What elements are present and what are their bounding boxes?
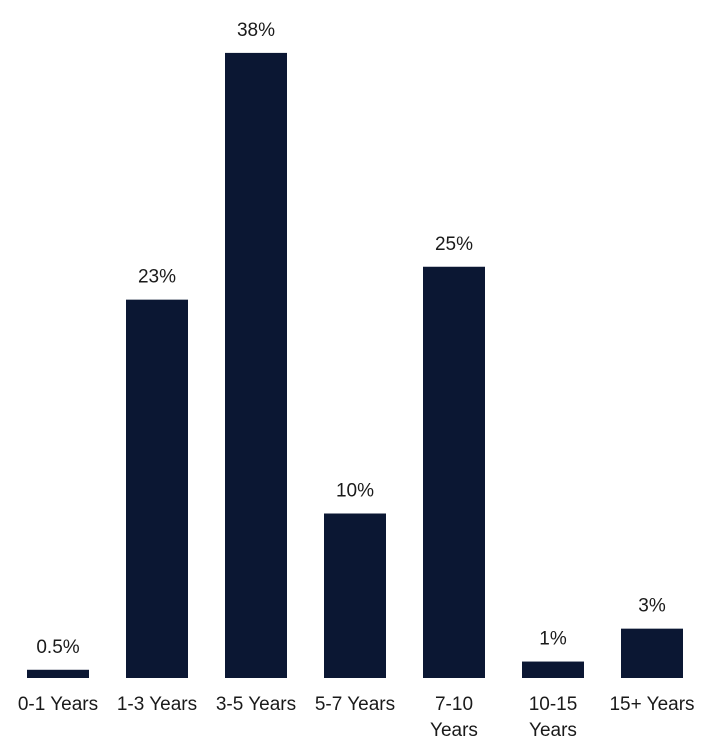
- data-label-5: 25%: [435, 234, 473, 255]
- bar-4: [324, 513, 386, 678]
- category-label-1: 0-1 Years: [18, 694, 98, 715]
- category-label-6: 10-15 Years: [529, 694, 578, 740]
- category-label-5: 7-10 Years: [430, 694, 478, 740]
- data-label-1: 0.5%: [36, 637, 79, 658]
- bar-1: [27, 669, 89, 678]
- data-label-2: 23%: [138, 267, 176, 288]
- data-label-6: 1%: [539, 629, 567, 650]
- category-label-2: 1-3 Years: [117, 694, 197, 715]
- data-label-3: 38%: [237, 20, 275, 41]
- category-label-7: 15+ Years: [609, 694, 694, 715]
- data-label-7: 3%: [638, 596, 666, 617]
- category-labels-layer: 0-1 Years 1-3 Years 3-5 Years 5-7 Years 7-10…: [18, 694, 695, 741]
- value-labels-layer: 0.5% 23% 38% 10% 25% 1% 3%: [36, 20, 665, 658]
- bar-6: [522, 661, 584, 678]
- bars-layer: [27, 52, 683, 678]
- data-label-4: 10%: [336, 481, 374, 502]
- bar-5: [423, 266, 485, 678]
- bar-2: [126, 299, 188, 678]
- bar-7: [621, 628, 683, 678]
- category-label-4: 5-7 Years: [315, 694, 395, 715]
- bar-3: [225, 52, 287, 678]
- category-label-3: 3-5 Years: [216, 694, 296, 715]
